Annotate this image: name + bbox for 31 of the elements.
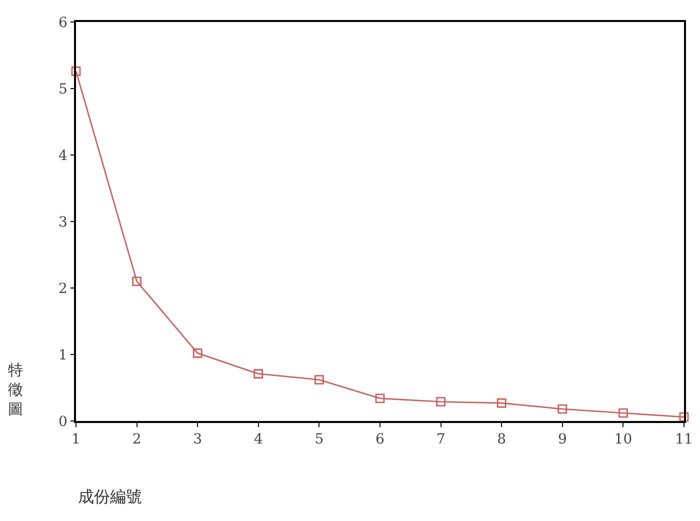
x-axis-title: 成份編號 — [78, 487, 142, 506]
x-tick-label: 9 — [558, 432, 567, 448]
x-tick-label: 1 — [72, 432, 80, 448]
y-tick-label: 4 — [58, 148, 68, 164]
point — [496, 398, 506, 408]
y-tick-label: 2 — [58, 280, 68, 297]
point — [618, 408, 628, 418]
x-tick-label: 11 — [675, 432, 693, 448]
x-tick-label: 6 — [376, 432, 385, 448]
point — [132, 276, 142, 286]
x-tick-label: 10 — [614, 432, 632, 448]
point — [314, 375, 324, 384]
y-tick-label: 6 — [58, 14, 68, 31]
point — [558, 404, 568, 414]
y-tick-label: 5 — [58, 81, 68, 98]
y-tick-label: 1 — [58, 347, 68, 364]
point — [71, 66, 81, 76]
point — [375, 394, 385, 404]
x-tick-label: 7 — [436, 432, 446, 448]
point — [679, 412, 689, 422]
x-tick-label: 2 — [132, 432, 142, 448]
x-tick-label: 5 — [314, 432, 324, 448]
y-tick-label: 0 — [58, 414, 68, 430]
point — [436, 397, 446, 406]
x-tick-label: 8 — [497, 432, 506, 448]
x-tick-label: 3 — [193, 432, 202, 448]
y-tick-label: 3 — [58, 214, 68, 230]
x-tick-label: 4 — [254, 432, 263, 448]
point — [254, 369, 264, 378]
point — [192, 348, 202, 358]
y-axis-title: 特徵圖 — [8, 361, 23, 418]
